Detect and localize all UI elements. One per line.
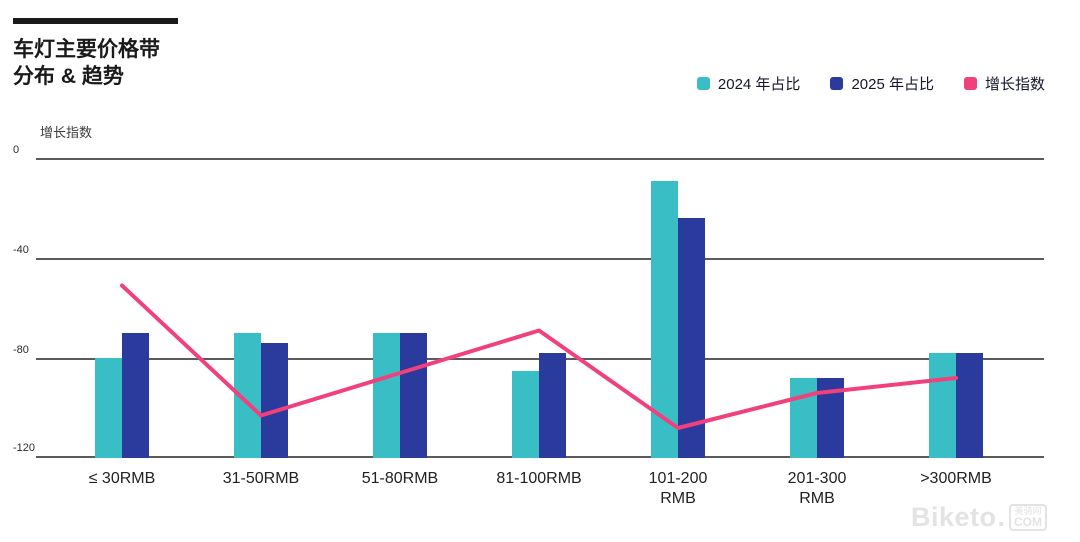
title-accent-rule — [13, 18, 178, 24]
chart-title: 车灯主要价格带 分布 & 趋势 — [13, 36, 160, 90]
watermark-cn-text: 美骑网 — [1014, 506, 1042, 516]
legend-item-growth-index: 增长指数 — [963, 73, 1045, 94]
chart-legend: 2024 年占比 2025 年占比 增长指数 — [696, 73, 1045, 94]
x-axis-label-group6: 201-300 RMB — [787, 470, 847, 507]
y-tick-label--80: -80 — [13, 344, 29, 356]
legend-label-2025: 2025 年占比 — [851, 76, 934, 93]
biketo-watermark: Biketo . 美骑网 COM — [911, 502, 1047, 533]
plot-area: 0 -40 -80 -120 ≤ 30RMB 31-50RMB 51-80RMB 81-100… — [13, 145, 1044, 507]
bar-2024-group6 — [790, 378, 817, 458]
bar-2025-group2 — [261, 343, 288, 458]
legend-label-growth: 增长指数 — [984, 76, 1045, 93]
y-tick-label--120: -120 — [13, 442, 36, 454]
x-axis-label-group2: 31-50RMB — [222, 470, 300, 487]
chart-title-line2: 分布 & 趋势 — [13, 65, 124, 88]
gridline-0 — [36, 158, 1044, 160]
y-axis-title: 增长指数 — [40, 125, 93, 140]
x-axis-label-group5: 101-200 RMB — [648, 470, 708, 507]
watermark-dot: . — [997, 502, 1005, 532]
y-tick-label--40: -40 — [13, 244, 29, 256]
x-axis-label-group4: 81-100RMB — [496, 470, 582, 487]
bar-2025-group7 — [956, 353, 983, 458]
legend-swatch-growth-icon — [963, 77, 977, 90]
growth-index-trend-line — [120, 283, 958, 430]
bar-2024-group4 — [512, 370, 539, 458]
x-axis-label-group3: 51-80RMB — [361, 470, 439, 487]
gridline--40 — [36, 258, 1044, 260]
legend-item-2024: 2024 年占比 — [696, 73, 801, 94]
watermark-brand: Biketo — [910, 502, 997, 532]
x-axis-label-group1: ≤ 30RMB — [88, 470, 156, 487]
bar-2024-group1 — [95, 358, 122, 458]
watermark-com-text: COM — [1014, 515, 1042, 529]
legend-item-2025: 2025 年占比 — [830, 73, 934, 94]
bar-2025-group4 — [539, 353, 566, 458]
bar-2024-group7 — [929, 353, 956, 458]
legend-swatch-2024-icon — [696, 77, 710, 90]
chart-title-line1: 车灯主要价格带 — [13, 38, 160, 61]
legend-swatch-2025-icon — [830, 77, 844, 90]
bar-2025-group5 — [678, 218, 705, 458]
y-tick-label-0: 0 — [13, 144, 20, 156]
bar-2025-group1 — [122, 333, 149, 458]
bar-2025-group3 — [400, 333, 427, 458]
legend-label-2024: 2024 年占比 — [717, 76, 801, 93]
watermark-logo-box: 美骑网 COM — [1009, 504, 1047, 531]
x-axis-label-group7: >300RMB — [920, 470, 992, 487]
bar-2024-group3 — [373, 333, 400, 458]
